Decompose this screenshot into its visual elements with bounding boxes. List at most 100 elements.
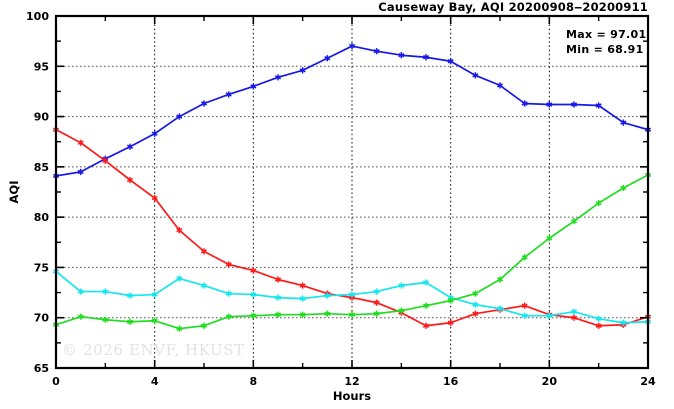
- data-point: [348, 291, 356, 298]
- y-axis-label: AQI: [7, 181, 21, 204]
- x-tick-label: 16: [443, 375, 459, 388]
- data-point: [151, 291, 158, 298]
- data-point: [521, 302, 528, 309]
- y-tick-label: 80: [34, 211, 50, 224]
- x-tick-label: 0: [52, 375, 60, 388]
- data-point: [373, 288, 380, 295]
- data-point: [373, 299, 380, 306]
- data-point: [151, 194, 158, 202]
- y-tick-label: 65: [34, 362, 49, 375]
- data-point: [126, 292, 134, 299]
- data-point: [102, 288, 109, 295]
- data-point: [151, 317, 158, 324]
- data-point: [102, 157, 109, 164]
- data-point: [324, 55, 331, 62]
- data-point: [151, 130, 158, 137]
- y-tick-label: 95: [34, 60, 49, 73]
- data-point: [324, 292, 331, 299]
- data-point: [496, 305, 504, 312]
- chart-title: Causeway Bay, AQI 20200908‒20200911: [378, 0, 648, 14]
- data-point: [299, 67, 306, 74]
- data-point: [250, 312, 257, 319]
- data-point: [496, 82, 504, 89]
- data-point: [299, 311, 306, 318]
- data-point: [521, 100, 528, 107]
- data-point: [176, 227, 183, 234]
- data-point: [546, 312, 553, 319]
- data-point: [348, 311, 356, 318]
- watermark: © 2026 ENVF, HKUST: [62, 341, 245, 359]
- data-point: [521, 312, 528, 319]
- y-tick-label: 90: [34, 111, 50, 124]
- data-point: [570, 308, 578, 315]
- data-point: [200, 248, 208, 255]
- series-layer: [52, 42, 652, 332]
- x-tick-label: 12: [344, 375, 359, 388]
- data-point: [102, 316, 109, 323]
- data-point: [595, 315, 602, 322]
- x-tick-label: 20: [542, 375, 558, 388]
- data-point: [176, 275, 183, 282]
- data-point: [570, 218, 578, 225]
- x-tick-label: 24: [640, 375, 656, 388]
- data-point: [447, 297, 454, 304]
- data-point: [274, 294, 282, 301]
- data-point: [225, 261, 232, 268]
- data-point: [126, 176, 134, 184]
- data-point: [447, 58, 454, 65]
- data-point: [398, 52, 405, 59]
- y-tick-label: 75: [34, 261, 49, 274]
- data-point: [447, 319, 454, 326]
- data-point: [620, 184, 627, 192]
- data-point: [521, 254, 528, 261]
- data-point: [595, 102, 602, 109]
- watermark-text: © 2026 ENVF, HKUST: [62, 341, 245, 359]
- data-point: [398, 307, 405, 314]
- data-point: [225, 91, 232, 98]
- max-annotation: Max = 97.01: [566, 28, 646, 41]
- data-point: [299, 295, 306, 302]
- data-point: [274, 276, 282, 283]
- data-point: [225, 290, 232, 297]
- data-point: [570, 101, 578, 108]
- data-point: [77, 139, 84, 146]
- data-point: [250, 83, 257, 90]
- data-point: [422, 279, 430, 286]
- data-point: [546, 235, 553, 242]
- data-point: [299, 282, 306, 289]
- data-point: [570, 314, 578, 321]
- data-point: [373, 48, 380, 55]
- data-point: [200, 100, 208, 107]
- axis-tick-labels: 65 70 75 80 85 90 95 100 0 4 8 12 16 20 24: [26, 10, 656, 388]
- data-point: [472, 72, 479, 79]
- data-point: [324, 310, 331, 317]
- data-point: [595, 322, 602, 329]
- data-point: [77, 313, 84, 320]
- data-point: [274, 74, 282, 81]
- data-point: [472, 290, 479, 297]
- data-point: [250, 291, 257, 298]
- data-point: [176, 325, 183, 332]
- data-point: [595, 199, 602, 207]
- data-point: [176, 113, 183, 120]
- data-point: [373, 310, 380, 317]
- data-point: [77, 168, 84, 175]
- data-point: [126, 143, 134, 150]
- series-blue: [52, 42, 652, 180]
- data-point: [422, 302, 430, 309]
- data-point: [620, 119, 627, 126]
- x-tick-label: 4: [151, 375, 159, 388]
- data-point: [496, 276, 504, 283]
- x-tick-label: 8: [250, 375, 258, 388]
- data-point: [422, 322, 430, 329]
- data-point: [200, 322, 208, 329]
- data-point: [274, 311, 282, 318]
- data-point: [422, 54, 430, 61]
- data-point: [620, 319, 627, 326]
- data-point: [77, 288, 84, 295]
- axis-ticks: [55, 15, 649, 369]
- data-point: [126, 318, 134, 325]
